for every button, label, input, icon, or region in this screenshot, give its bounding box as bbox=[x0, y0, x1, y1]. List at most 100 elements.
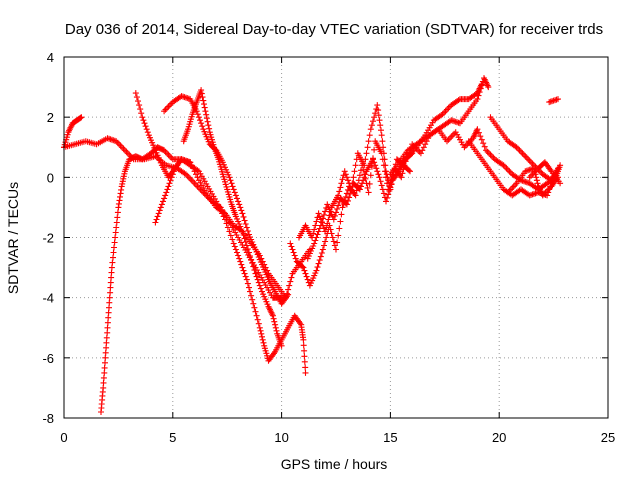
data-point bbox=[375, 107, 382, 114]
data-point bbox=[162, 192, 169, 199]
data-point bbox=[135, 98, 141, 105]
data-point bbox=[231, 189, 238, 196]
data-point bbox=[386, 187, 393, 194]
data-point bbox=[104, 324, 111, 331]
data-point bbox=[194, 183, 201, 190]
data-point bbox=[300, 342, 307, 349]
data-point bbox=[239, 264, 246, 271]
data-point bbox=[362, 171, 369, 178]
data-point bbox=[315, 228, 322, 235]
data-point bbox=[113, 224, 120, 231]
data-point bbox=[199, 123, 206, 130]
data-point bbox=[112, 234, 119, 241]
data-point bbox=[241, 217, 248, 224]
x-tick-label: 20 bbox=[492, 430, 506, 445]
data-point bbox=[557, 180, 564, 187]
data-point bbox=[322, 238, 329, 245]
data-point bbox=[114, 214, 121, 221]
data-point bbox=[337, 184, 344, 191]
data-point bbox=[378, 132, 385, 139]
data-point bbox=[234, 195, 240, 202]
x-axis-label: GPS time / hours bbox=[281, 456, 388, 472]
data-point bbox=[335, 232, 342, 239]
data-point bbox=[240, 232, 247, 238]
data-point bbox=[375, 171, 382, 178]
data-point bbox=[384, 194, 391, 201]
data-point bbox=[484, 148, 491, 155]
data-point bbox=[446, 135, 453, 142]
data-point bbox=[330, 238, 337, 245]
data-point bbox=[366, 132, 373, 139]
data-point bbox=[405, 167, 412, 174]
data-point bbox=[480, 140, 487, 147]
data-point bbox=[142, 123, 149, 130]
y-tick-label: 4 bbox=[47, 50, 54, 65]
data-point bbox=[339, 176, 346, 183]
data-point bbox=[201, 104, 208, 111]
data-point bbox=[516, 147, 523, 154]
data-point bbox=[110, 254, 116, 261]
data-point bbox=[248, 256, 255, 263]
data-point bbox=[366, 180, 373, 187]
data-point bbox=[380, 190, 387, 197]
data-point bbox=[314, 231, 321, 238]
data-point bbox=[380, 144, 387, 151]
data-point bbox=[367, 172, 374, 179]
data-point bbox=[200, 97, 207, 104]
data-point bbox=[165, 183, 172, 190]
data-point bbox=[150, 142, 157, 149]
data-point bbox=[285, 286, 292, 293]
data-point bbox=[164, 105, 170, 112]
y-tick-label: 2 bbox=[47, 110, 54, 125]
x-tick-label: 15 bbox=[383, 430, 397, 445]
data-point bbox=[288, 243, 295, 250]
data-point bbox=[336, 225, 343, 232]
data-point bbox=[241, 235, 248, 242]
data-point bbox=[343, 174, 350, 181]
data-point bbox=[361, 162, 368, 169]
data-point bbox=[123, 148, 130, 155]
marker-layer bbox=[61, 75, 564, 415]
data-point bbox=[242, 221, 249, 227]
data-point bbox=[137, 106, 144, 113]
data-point bbox=[378, 127, 384, 134]
data-point bbox=[377, 122, 384, 129]
data-point bbox=[422, 141, 429, 148]
data-point bbox=[256, 282, 263, 289]
data-point bbox=[370, 156, 376, 163]
y-axis-label: SDTVAR / TECUs bbox=[5, 182, 21, 294]
data-point bbox=[251, 304, 258, 311]
data-point bbox=[144, 129, 151, 136]
data-point bbox=[341, 168, 348, 175]
data-point bbox=[445, 105, 452, 112]
data-point bbox=[224, 224, 231, 231]
data-point bbox=[248, 292, 255, 299]
data-point bbox=[164, 186, 171, 193]
data-point bbox=[299, 263, 306, 270]
data-point bbox=[117, 193, 123, 200]
data-point bbox=[204, 118, 211, 125]
data-point bbox=[238, 207, 245, 214]
data-point bbox=[288, 274, 295, 281]
data-point bbox=[300, 264, 307, 271]
data-point bbox=[232, 246, 239, 253]
data-point bbox=[120, 145, 127, 152]
data-point bbox=[455, 97, 462, 104]
data-point bbox=[375, 112, 382, 119]
data-point bbox=[323, 224, 330, 231]
data-point bbox=[226, 174, 233, 181]
data-point bbox=[388, 180, 395, 187]
data-point bbox=[185, 174, 192, 181]
data-point bbox=[519, 150, 526, 157]
data-point bbox=[286, 282, 293, 289]
data-point bbox=[351, 168, 358, 175]
data-point bbox=[254, 251, 261, 258]
data-point bbox=[313, 234, 320, 241]
data-point bbox=[323, 234, 330, 241]
data-point bbox=[232, 192, 239, 199]
x-tick-label: 25 bbox=[601, 430, 615, 445]
data-point bbox=[398, 174, 405, 181]
data-point bbox=[301, 347, 308, 354]
data-point bbox=[229, 236, 236, 243]
